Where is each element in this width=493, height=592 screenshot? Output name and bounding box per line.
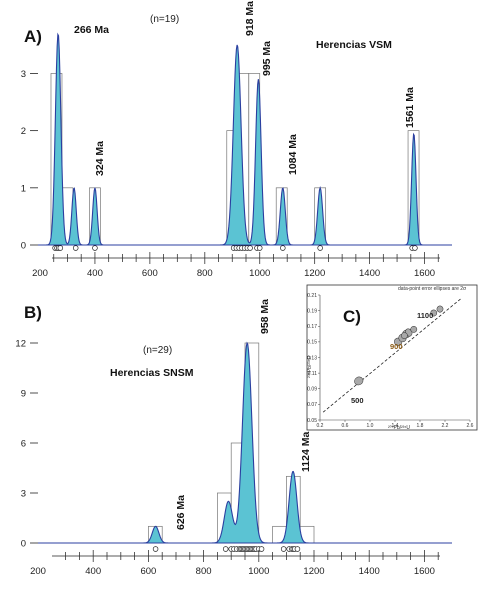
- peak-label-918: 918 Ma: [244, 1, 256, 36]
- c-y-tick-label: 0.15: [307, 340, 317, 346]
- concordia-label-1100: 1100: [417, 311, 433, 320]
- analysis-marker: [72, 245, 79, 251]
- panel-a: A) (n=19) Herencias VSM 0 1 2 3 200 400 600 80…: [21, 1, 452, 279]
- peak-label-958: 958 Ma: [259, 299, 271, 334]
- x-tick-label: 1200: [304, 268, 325, 279]
- panel-c-inset: C) data-point error ellipses are 2σ ²⁰⁶P…: [306, 284, 478, 431]
- panel-b-letter: B): [24, 303, 42, 322]
- c-x-tick-label: 2.2: [442, 423, 449, 429]
- panel-a-x-axis: 200 400 600 800 1000 1200 1400 1600: [32, 252, 440, 279]
- error-ellipse: [410, 326, 418, 333]
- peak-label-626: 626 Ma: [175, 495, 187, 530]
- x-tick-label: 1400: [359, 268, 380, 279]
- panel-b-analyses-markers: [152, 546, 301, 552]
- c-x-tick-label: 0.2: [317, 423, 324, 429]
- panel-a-title: Herencias VSM: [316, 39, 392, 51]
- concordia-label-500: 500: [351, 396, 364, 405]
- error-ellipse: [354, 376, 364, 386]
- density-fill: [38, 343, 452, 543]
- peak-label-266: 266 Ma: [74, 24, 109, 36]
- panel-a-density-curve: [40, 32, 452, 246]
- error-ellipse: [401, 332, 408, 339]
- panel-c-letter: C): [343, 307, 361, 326]
- y-tick-label: 3: [21, 69, 26, 80]
- x-tick-label: 400: [87, 268, 103, 279]
- y-tick-label: 0: [21, 241, 26, 252]
- analysis-marker: [152, 546, 159, 552]
- y-tick-label: 9: [21, 389, 26, 400]
- c-x-tick-label: 1.4: [392, 423, 399, 429]
- analysis-marker: [92, 245, 98, 251]
- c-y-tick-label: 0.17: [307, 324, 317, 330]
- c-y-tick-label: 0.09: [307, 387, 317, 393]
- peak-label-324: 324 Ma: [94, 141, 106, 176]
- panel-a-letter: A): [24, 27, 42, 46]
- peak-label-995: 995 Ma: [261, 41, 273, 76]
- panel-a-analyses-markers: [52, 245, 418, 251]
- c-y-tick-label: 0.11: [308, 371, 318, 377]
- panel-c-caption: data-point error ellipses are 2σ: [398, 286, 467, 292]
- y-tick-label: 2: [21, 126, 26, 137]
- error-ellipse: [430, 309, 438, 317]
- c-y-tick-label: 0.21: [307, 293, 317, 299]
- peak-label-1124: 1124 Ma: [300, 432, 312, 472]
- analysis-marker: [317, 245, 323, 251]
- x-tick-label: 400: [85, 566, 101, 577]
- peak-label-1561: 1561 Ma: [404, 87, 416, 128]
- panel-b-title: Herencias SNSM: [110, 367, 194, 379]
- c-y-tick-label: 0.13: [307, 355, 317, 361]
- y-tick-label: 12: [15, 339, 26, 350]
- analysis-marker: [256, 245, 263, 251]
- panel-c-x-label: ²⁰⁷Pb/²³⁵U: [388, 425, 410, 431]
- analysis-marker: [280, 245, 286, 251]
- peak-label-1084: 1084 Ma: [287, 134, 299, 175]
- analysis-marker: [258, 546, 265, 552]
- c-y-tick-label: 0.05: [307, 418, 317, 424]
- x-tick-label: 1200: [303, 566, 324, 577]
- analysis-marker: [280, 546, 287, 552]
- panel-c-error-ellipses: [354, 305, 444, 386]
- panel-a-n-count: (n=19): [150, 14, 179, 25]
- x-tick-label: 600: [142, 268, 158, 279]
- analysis-marker: [222, 546, 229, 552]
- density-line: [40, 32, 452, 246]
- c-x-tick-label: 0.6: [342, 423, 349, 429]
- panel-b: B) (n=29) Herencias SNSM 0 3 6 9 12 200 400 60…: [15, 299, 452, 577]
- density-fill: [40, 34, 452, 245]
- x-tick-label: 1000: [248, 566, 269, 577]
- x-tick-label: 800: [197, 268, 213, 279]
- x-tick-label: 800: [196, 566, 212, 577]
- panel-b-n-count: (n=29): [143, 345, 172, 356]
- x-tick-label: 1600: [414, 268, 435, 279]
- panel-c-y-label: ²⁰⁶Pb/²³⁸U: [307, 355, 313, 378]
- x-tick-label: 200: [32, 268, 48, 279]
- analysis-marker: [57, 245, 64, 251]
- x-tick-label: 1600: [414, 566, 435, 577]
- c-y-tick-label: 0.07: [307, 402, 317, 408]
- x-tick-label: 600: [140, 566, 156, 577]
- panel-c-axes: 0.2 0.6 1.0 1.4 1.8 2.2 2.6 0.05 0.07 0.09 0.11 0.1…: [307, 293, 473, 429]
- analysis-marker: [294, 546, 301, 552]
- c-x-tick-label: 1.0: [367, 423, 374, 429]
- y-tick-label: 3: [21, 489, 26, 500]
- x-tick-label: 1400: [359, 566, 380, 577]
- analysis-marker: [412, 245, 418, 251]
- panel-b-y-axis: 0 3 6 9 12: [15, 339, 38, 550]
- x-tick-label: 1000: [249, 268, 270, 279]
- c-x-tick-label: 1.8: [417, 423, 424, 429]
- c-y-tick-label: 0.19: [307, 308, 317, 314]
- y-tick-label: 1: [21, 183, 26, 194]
- error-ellipse: [436, 305, 444, 313]
- panel-b-x-axis: 200 400 600 800 1000 1200 1400 1600: [30, 550, 440, 577]
- analysis-marker: [247, 245, 253, 251]
- panel-a-y-axis: 0 1 2 3: [21, 69, 38, 252]
- c-x-tick-label: 2.6: [467, 423, 474, 429]
- x-tick-label: 200: [30, 566, 46, 577]
- y-tick-label: 0: [21, 539, 26, 550]
- concordia-label-900: 900: [390, 342, 403, 351]
- y-tick-label: 6: [21, 439, 26, 450]
